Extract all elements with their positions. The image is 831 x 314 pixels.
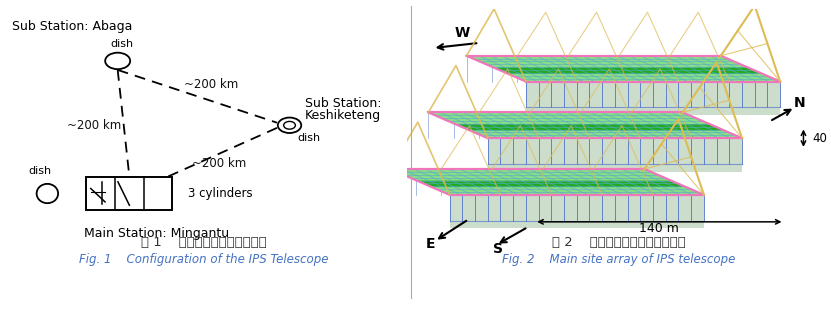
Text: S: S — [494, 242, 504, 257]
Text: Sub Station:: Sub Station: — [305, 97, 381, 110]
Text: Sub Station: Abaga: Sub Station: Abaga — [12, 20, 133, 33]
Text: dish: dish — [110, 39, 133, 49]
Polygon shape — [526, 82, 780, 115]
Polygon shape — [429, 112, 742, 138]
Text: ~200 km: ~200 km — [67, 119, 121, 132]
Text: Fig. 2    Main site array of IPS telescope: Fig. 2 Main site array of IPS telescope — [503, 253, 735, 266]
Polygon shape — [417, 181, 686, 187]
Text: E: E — [425, 237, 435, 251]
Text: ~200 km: ~200 km — [184, 78, 238, 91]
Bar — [86, 177, 172, 210]
Text: Fig. 1    Configuration of the IPS Telescope: Fig. 1 Configuration of the IPS Telescop… — [79, 253, 328, 266]
Text: dish: dish — [297, 133, 321, 143]
Text: Main Station: Mingantu: Main Station: Mingantu — [85, 227, 229, 240]
Polygon shape — [466, 56, 780, 82]
Text: 3 cylinders: 3 cylinders — [188, 187, 253, 200]
Polygon shape — [450, 195, 704, 228]
Text: 图 1    行星际闪烁望远镜的布局: 图 1 行星际闪烁望远镜的布局 — [140, 236, 267, 249]
Polygon shape — [455, 124, 724, 130]
Text: N: N — [794, 96, 805, 111]
Text: ~200 km: ~200 km — [192, 157, 246, 171]
Text: dish: dish — [28, 166, 52, 176]
Text: W: W — [455, 26, 470, 40]
Text: 140 m: 140 m — [639, 222, 679, 235]
Polygon shape — [488, 138, 742, 172]
Text: 图 2    行星际闪烁望远镜主站阵列: 图 2 行星际闪烁望远镜主站阵列 — [553, 236, 686, 249]
Polygon shape — [494, 68, 762, 74]
Polygon shape — [391, 169, 704, 195]
Text: Keshiketeng: Keshiketeng — [305, 109, 381, 122]
Text: 40: 40 — [812, 132, 827, 145]
